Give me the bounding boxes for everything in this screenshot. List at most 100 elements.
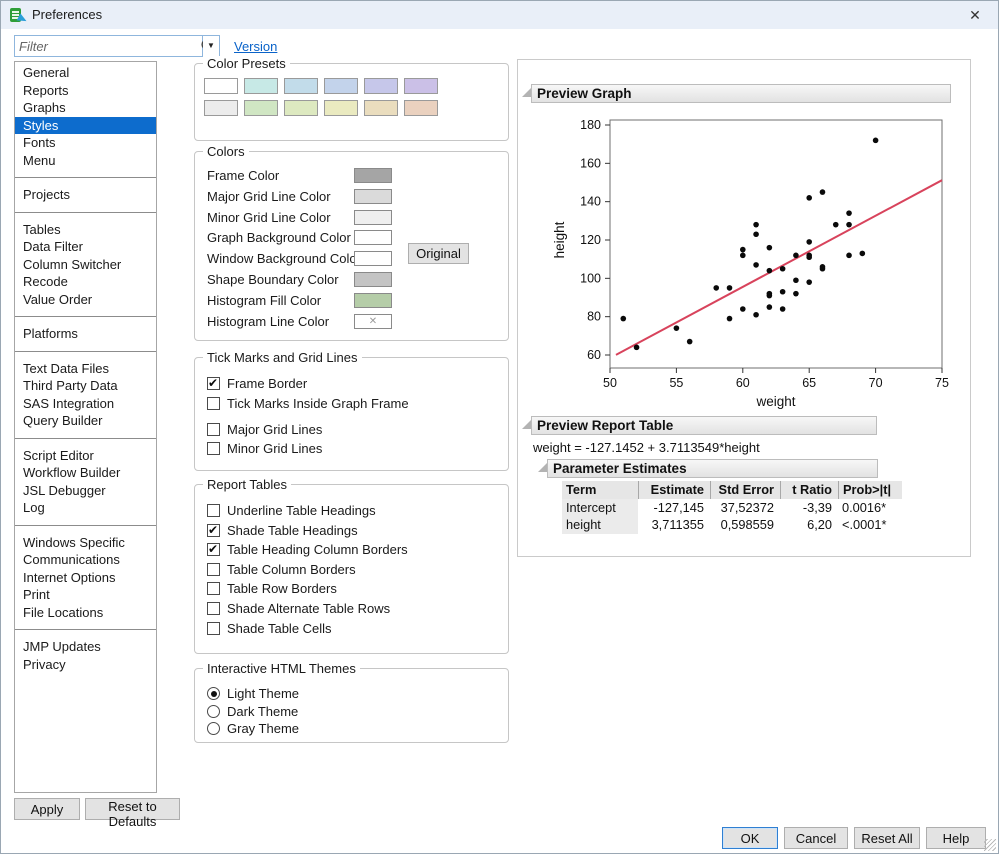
cancel-button[interactable]: Cancel bbox=[784, 827, 848, 849]
checkbox-table-heading-column-borders[interactable] bbox=[207, 542, 220, 557]
filter-dropdown-button[interactable]: ▼ bbox=[203, 35, 220, 57]
sidebar-item-styles[interactable]: Styles bbox=[15, 116, 156, 134]
sidebar-item-print[interactable]: Print bbox=[23, 587, 50, 602]
sidebar-separator bbox=[15, 177, 156, 178]
sidebar-item-privacy[interactable]: Privacy bbox=[23, 656, 66, 672]
color-well-histogram-line-color[interactable]: ✕ bbox=[354, 313, 392, 329]
reset-all-button[interactable]: Reset All bbox=[854, 827, 920, 849]
radio-dark-theme[interactable] bbox=[207, 704, 220, 718]
checkbox-minor-grid-lines[interactable] bbox=[207, 442, 220, 456]
version-link[interactable]: Version bbox=[234, 39, 278, 54]
sidebar-item-data-filter[interactable]: Data Filter bbox=[23, 239, 83, 254]
sidebar-item-text-data-files[interactable]: Text Data Files bbox=[23, 360, 109, 376]
preset-swatch[interactable] bbox=[404, 78, 438, 94]
preset-swatch[interactable] bbox=[204, 78, 238, 94]
preset-swatch[interactable] bbox=[244, 78, 278, 94]
radio-gray-theme[interactable] bbox=[207, 722, 220, 736]
preset-swatch[interactable] bbox=[204, 100, 238, 116]
sidebar-item-menu[interactable]: Menu bbox=[23, 152, 56, 168]
checkbox-underline-table-headings[interactable] bbox=[207, 504, 220, 517]
sidebar-item-platforms[interactable]: Platforms bbox=[23, 326, 78, 341]
color-label: Histogram Line Color bbox=[207, 313, 330, 329]
sidebar-item-general[interactable]: General bbox=[23, 65, 70, 80]
svg-text:55: 55 bbox=[669, 376, 683, 390]
preset-swatch[interactable] bbox=[404, 100, 438, 116]
sidebar-item-windows-specific[interactable]: Windows Specific bbox=[23, 534, 125, 550]
preset-swatch[interactable] bbox=[284, 78, 318, 94]
preset-swatch[interactable] bbox=[364, 78, 398, 94]
color-well-histogram-fill-color[interactable] bbox=[354, 292, 392, 308]
checkbox-frame-border[interactable] bbox=[207, 376, 220, 390]
preset-swatch[interactable] bbox=[324, 100, 358, 116]
sidebar-item-third-party-data[interactable]: Third Party Data bbox=[23, 378, 118, 393]
sidebar-item-value-order[interactable]: Value Order bbox=[23, 291, 93, 307]
sidebar-item-jsl-debugger[interactable]: JSL Debugger bbox=[23, 482, 106, 498]
sidebar-item-projects[interactable]: Projects bbox=[23, 187, 70, 202]
color-well-minor-grid-line-color[interactable] bbox=[354, 209, 392, 225]
color-well-graph-background-color[interactable] bbox=[354, 230, 392, 246]
color-well-window-background-color[interactable] bbox=[354, 251, 392, 267]
checkbox-shade-table-cells[interactable] bbox=[207, 621, 220, 635]
sidebar-separator bbox=[15, 437, 156, 439]
sidebar-item-workflow-builder[interactable]: Workflow Builder bbox=[23, 465, 121, 480]
help-button[interactable]: Help bbox=[926, 827, 986, 849]
preset-swatch[interactable] bbox=[244, 100, 278, 116]
param-cell: 3,711355 bbox=[651, 517, 704, 532]
color-row-shape-boundary-color: Shape Boundary Color bbox=[195, 271, 508, 287]
group-title: Interactive HTML Themes bbox=[203, 661, 360, 676]
preset-row bbox=[204, 78, 508, 94]
sidebar-item-script-editor[interactable]: Script Editor bbox=[23, 447, 94, 463]
sidebar-item-internet-options[interactable]: Internet Options bbox=[23, 569, 116, 585]
preset-swatch[interactable] bbox=[364, 100, 398, 116]
param-col-header: Term bbox=[562, 481, 638, 499]
param-table-header-row: Term Estimate Std Error t Ratio Prob>|t| bbox=[562, 481, 902, 499]
preset-row bbox=[204, 100, 508, 116]
param-cell: Intercept bbox=[562, 498, 638, 516]
close-icon[interactable]: ✕ bbox=[969, 7, 981, 23]
collapse-triangle-icon[interactable] bbox=[522, 420, 531, 429]
sidebar-item-file-locations[interactable]: File Locations bbox=[23, 604, 104, 620]
sidebar-item-reports[interactable]: Reports bbox=[23, 82, 69, 98]
preview-report-table-header[interactable]: Preview Report Table bbox=[531, 416, 877, 435]
checkbox-major-grid-lines[interactable] bbox=[207, 422, 220, 436]
regression-equation: weight = -127.1452 + 3.7113549*height bbox=[533, 440, 760, 455]
original-button[interactable]: Original bbox=[408, 243, 469, 264]
checkbox-shade-alternate-table-rows[interactable] bbox=[207, 601, 220, 615]
preview-graph-header[interactable]: Preview Graph bbox=[531, 84, 951, 103]
preset-swatch[interactable] bbox=[284, 100, 318, 116]
chevron-down-icon: ▼ bbox=[207, 41, 215, 50]
checkbox-table-row-borders[interactable] bbox=[207, 582, 220, 596]
collapse-triangle-icon[interactable] bbox=[538, 463, 547, 472]
collapse-triangle-icon[interactable] bbox=[522, 88, 531, 97]
sidebar-item-communications[interactable]: Communications bbox=[23, 552, 120, 567]
sidebar-item-recode[interactable]: Recode bbox=[23, 274, 68, 289]
sidebar-item-column-switcher[interactable]: Column Switcher bbox=[23, 256, 122, 272]
sidebar-item-query-builder[interactable]: Query Builder bbox=[23, 413, 103, 428]
checkbox-label: Table Row Borders bbox=[227, 581, 337, 597]
filter-input[interactable] bbox=[15, 38, 199, 54]
color-well-major-grid-line-color[interactable] bbox=[354, 188, 392, 204]
reset-to-defaults-button[interactable]: Reset to Defaults bbox=[85, 798, 180, 829]
color-well-shape-boundary-color[interactable] bbox=[354, 271, 392, 287]
preset-swatch[interactable] bbox=[324, 78, 358, 94]
checkbox-shade-table-headings[interactable] bbox=[207, 523, 220, 537]
sidebar-item-tables[interactable]: Tables bbox=[23, 221, 61, 237]
svg-text:60: 60 bbox=[587, 348, 601, 362]
apply-button[interactable]: Apply bbox=[14, 798, 80, 820]
color-well-frame-color[interactable] bbox=[354, 168, 392, 183]
sidebar-item-jmp-updates[interactable]: JMP Updates bbox=[23, 639, 101, 654]
color-row-minor-grid-line-color: Minor Grid Line Color bbox=[195, 209, 508, 225]
color-label: Window Background Color bbox=[207, 251, 361, 267]
sidebar-item-log[interactable]: Log bbox=[23, 500, 45, 515]
sidebar-separator bbox=[15, 211, 156, 213]
sidebar-item-graphs[interactable]: Graphs bbox=[23, 100, 66, 115]
sidebar-item-sas-integration[interactable]: SAS Integration bbox=[23, 395, 115, 411]
checkbox-table-column-borders[interactable] bbox=[207, 562, 220, 576]
ok-button[interactable]: OK bbox=[722, 827, 778, 849]
color-label: Shape Boundary Color bbox=[207, 271, 339, 287]
checkbox-tick-marks-inside-graph-frame[interactable] bbox=[207, 396, 220, 410]
radio-light-theme[interactable] bbox=[207, 687, 220, 700]
sidebar-item-fonts[interactable]: Fonts bbox=[23, 135, 56, 150]
resize-grip[interactable] bbox=[984, 839, 996, 851]
parameter-estimates-header[interactable]: Parameter Estimates bbox=[547, 459, 878, 478]
